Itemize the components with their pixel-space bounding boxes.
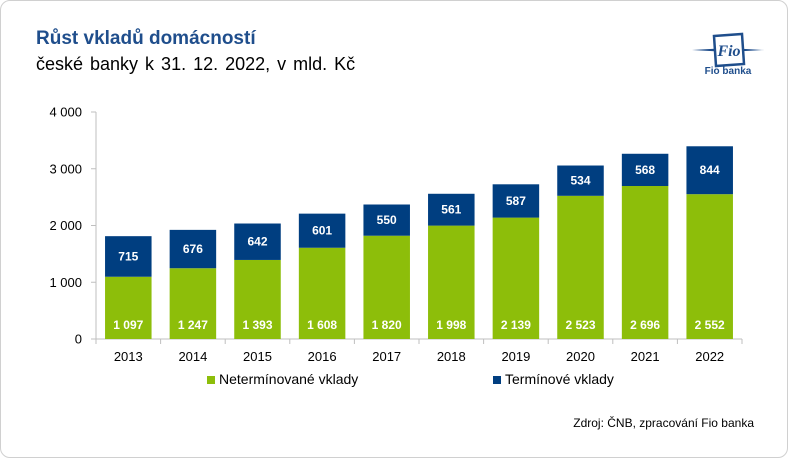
bar-termin: [234, 223, 281, 260]
x-tick-label: 2019: [501, 349, 530, 364]
bar-termin: [557, 165, 604, 196]
data-label: 642: [247, 235, 267, 249]
bar-termin: [621, 153, 669, 187]
x-tick-label: 2015: [243, 349, 272, 364]
bar-termin: [686, 146, 733, 195]
bar-netermin: [363, 235, 410, 339]
bar-netermin: [492, 217, 540, 339]
data-label: 2 552: [695, 318, 725, 332]
data-label: 2 696: [630, 318, 660, 332]
data-label: 1 608: [307, 318, 337, 332]
x-tick-label: 2016: [308, 349, 337, 364]
data-label: 601: [312, 224, 332, 238]
data-label: 568: [635, 163, 655, 177]
bar-netermin: [686, 194, 733, 339]
data-label: 1 247: [178, 318, 208, 332]
logo-mark-text: Fio: [716, 43, 740, 60]
bar-termin: [492, 184, 540, 218]
bar-netermin: [105, 276, 152, 339]
data-label: 1 393: [242, 318, 272, 332]
data-label: 534: [570, 174, 590, 188]
data-label: 1 097: [113, 318, 143, 332]
y-tick-label: 0: [75, 332, 82, 347]
x-tick-label: 2014: [178, 349, 207, 364]
x-tick-label: 2022: [695, 349, 724, 364]
x-tick-label: 2013: [114, 349, 143, 364]
legend-swatch: [493, 376, 501, 384]
data-label: 844: [700, 163, 720, 177]
x-tick-label: 2017: [372, 349, 401, 364]
bar-termin: [298, 213, 346, 248]
data-label: 2 523: [565, 318, 595, 332]
bar-termin: [363, 204, 410, 236]
data-label: 715: [118, 249, 138, 263]
data-label: 2 139: [501, 318, 531, 332]
data-label: 550: [377, 213, 397, 227]
y-tick-label: 3 000: [49, 161, 82, 176]
y-tick-label: 2 000: [49, 218, 82, 233]
logo-caption: Fio banka: [704, 66, 752, 77]
legend-swatch: [207, 376, 215, 384]
bar-termin: [105, 236, 152, 277]
data-label: 561: [441, 203, 461, 217]
fio-logo-icon: Fio: [692, 32, 764, 68]
data-label: 676: [183, 242, 203, 256]
chart-title: Růst vkladů domácností: [36, 28, 256, 49]
bar-netermin: [621, 186, 669, 339]
data-label: 587: [506, 194, 526, 208]
chart-subtitle: české banky k 31. 12. 2022, v mld. Kč: [36, 54, 356, 74]
x-tick-label: 2021: [631, 349, 660, 364]
y-tick-label: 4 000: [49, 105, 82, 120]
bar-netermin: [557, 195, 604, 339]
legend-label: Termínové vklady: [505, 371, 614, 387]
bar-netermin: [169, 268, 217, 339]
bar-netermin: [298, 247, 346, 339]
legend-label: Netermínované vklady: [219, 371, 358, 387]
bar-termin: [428, 193, 475, 226]
bar-termin: [169, 229, 217, 269]
data-label: 1 820: [372, 318, 402, 332]
x-tick-label: 2020: [566, 349, 595, 364]
data-label: 1 998: [436, 318, 466, 332]
y-tick-label: 1 000: [49, 275, 82, 290]
x-tick-label: 2018: [437, 349, 466, 364]
source-note: Zdroj: ČNB, zpracování Fio banka: [573, 416, 754, 430]
bar-netermin: [234, 259, 281, 339]
bar-netermin: [428, 225, 475, 339]
